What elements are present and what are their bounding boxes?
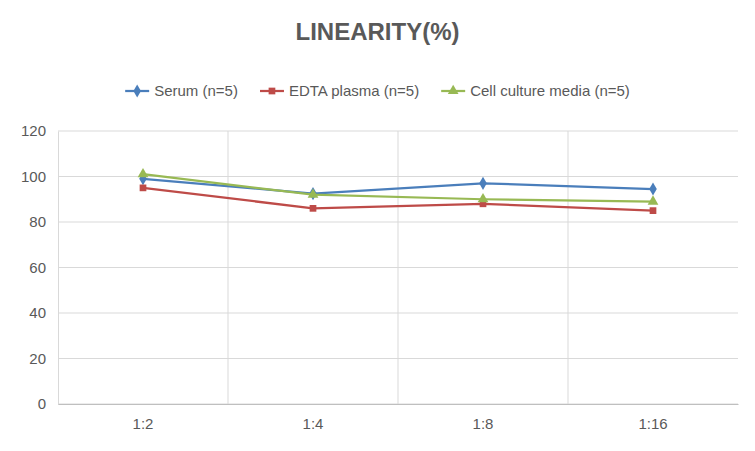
point — [140, 185, 147, 192]
legend-label: EDTA plasma (n=5) — [289, 82, 419, 99]
y-tick: 120 — [21, 122, 58, 139]
legend-item: Cell culture media (n=5) — [441, 82, 630, 99]
point — [648, 195, 659, 204]
y-tick: 80 — [29, 213, 58, 230]
legend-marker — [269, 88, 276, 95]
y-tick: 60 — [29, 259, 58, 276]
separator — [568, 131, 569, 404]
point — [649, 182, 657, 195]
y-tick: 40 — [29, 304, 58, 321]
x-axis: 1:2 1:4 1:8 1:16 — [59, 404, 739, 432]
legend-label: Serum (n=5) — [154, 82, 238, 99]
category-separators — [228, 131, 568, 404]
point — [310, 205, 317, 212]
y-tick-label: 40 — [29, 304, 46, 321]
legend-marker — [448, 85, 459, 94]
point — [138, 168, 149, 177]
point — [478, 193, 489, 202]
x-tick: 1:4 — [303, 404, 324, 432]
chart: LINEARITY(%) 0 20 40 60 80 100 120 1:2 1:4 1:8 1:16… — [0, 0, 755, 451]
grid — [58, 131, 738, 404]
legend-item: Serum (n=5) — [125, 82, 238, 99]
series-group — [138, 168, 659, 214]
point — [479, 177, 487, 190]
y-tick: 0 — [38, 395, 58, 412]
x-tick-label: 1:2 — [133, 415, 154, 432]
y-tick-label: 60 — [29, 259, 46, 276]
series-line — [143, 188, 653, 211]
y-axis: 0 20 40 60 80 100 120 — [21, 122, 59, 412]
series-line — [143, 179, 653, 194]
x-tick-label: 1:16 — [638, 415, 667, 432]
plot: 0 20 40 60 80 100 120 1:2 1:4 1:8 1:16 — [21, 122, 739, 431]
y-tick-label: 20 — [29, 350, 46, 367]
y-tick: 20 — [29, 350, 58, 367]
y-tick-label: 0 — [38, 395, 46, 412]
legend: Serum (n=5) EDTA plasma (n=5) Cell culture… — [125, 82, 630, 99]
y-axis-line — [58, 132, 59, 405]
legend-marker — [133, 84, 141, 97]
x-tick: 1:8 — [473, 404, 494, 432]
x-tick-label: 1:4 — [303, 415, 324, 432]
legend-item: EDTA plasma (n=5) — [260, 82, 419, 99]
point — [308, 188, 319, 197]
y-tick-label: 100 — [21, 168, 46, 185]
x-tick: 1:16 — [638, 404, 667, 432]
title: LINEARITY(%) — [296, 18, 460, 45]
y-tick-label: 120 — [21, 122, 46, 139]
y-tick: 100 — [21, 168, 58, 185]
x-tick-label: 1:8 — [473, 415, 494, 432]
point — [650, 207, 657, 214]
y-tick-label: 80 — [29, 213, 46, 230]
legend-label: Cell culture media (n=5) — [470, 82, 630, 99]
series-line — [143, 174, 653, 201]
separator — [228, 131, 229, 404]
separator — [398, 131, 399, 404]
x-tick: 1:2 — [133, 404, 154, 432]
x-axis-line — [59, 404, 739, 405]
